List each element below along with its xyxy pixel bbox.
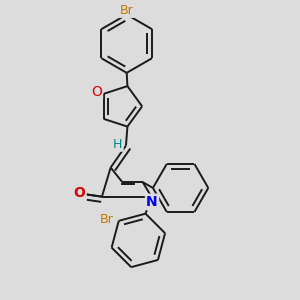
Text: Br: Br (100, 213, 113, 226)
Text: O: O (74, 187, 86, 200)
Text: N: N (146, 195, 158, 209)
Text: H: H (113, 138, 122, 151)
Text: Br: Br (120, 4, 134, 17)
Text: O: O (91, 85, 102, 98)
